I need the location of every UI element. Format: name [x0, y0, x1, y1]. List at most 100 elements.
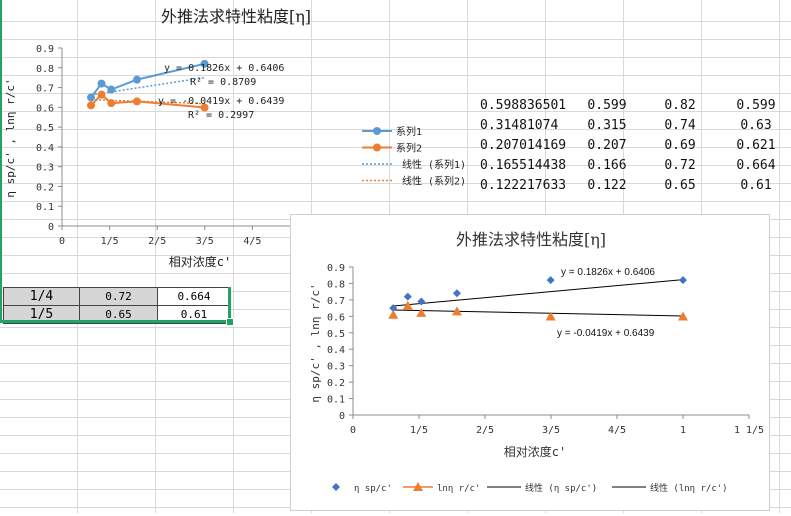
y-tick-label: 0.2: [36, 182, 54, 193]
legend-label: η sp/c': [354, 484, 392, 494]
x-tick-label: 2/5: [476, 425, 494, 436]
sheet-cell[interactable]: 0.166: [587, 158, 627, 173]
selected-range[interactable]: 1/4 0.72 0.664 1/5 0.65 0.61: [3, 287, 231, 324]
sheet-cell[interactable]: 0.599: [587, 98, 627, 113]
legend-label: 线性 (η sp/c'): [525, 482, 597, 494]
data-point: [87, 93, 96, 102]
data-point: [678, 311, 688, 321]
chart2-xlabel: 相对浓度c': [504, 444, 566, 459]
fill-handle[interactable]: [226, 318, 234, 326]
y-tick-label: 0.8: [36, 64, 54, 75]
sheet-cell[interactable]: 0.63: [740, 118, 772, 133]
y-tick-label: 0.7: [327, 296, 345, 307]
y-tick-label: 0.5: [327, 329, 345, 340]
x-tick-label: 0: [59, 236, 65, 247]
data-point: [417, 297, 426, 306]
legend-label: 线性 (系列1): [402, 158, 466, 171]
y-tick-label: 0: [48, 222, 54, 233]
chart2-title: 外推法求特性粘度[η]: [456, 230, 606, 249]
sheet-cell[interactable]: 0.122: [587, 178, 627, 193]
legend-marker: [413, 482, 423, 491]
y-tick-label: 0.1: [327, 395, 345, 406]
trendline-label: R² = 0.8709: [190, 77, 256, 88]
sheet-row: 0.598836501 0.599 0.82 0.599: [478, 96, 791, 116]
x-tick-label: 3/5: [542, 425, 560, 436]
sheet-cell[interactable]: 0.82: [664, 98, 696, 113]
trendline-label: y = 0.1826x + 0.6406: [164, 63, 284, 74]
y-tick-label: 0.6: [327, 312, 345, 323]
trendline-label: y = -0.0419x + 0.6439: [158, 96, 284, 107]
data-point: [451, 306, 462, 316]
legend-marker: [373, 127, 381, 135]
data-point: [546, 276, 555, 285]
selection-border: [0, 320, 231, 323]
x-tick-label: 4/5: [608, 425, 626, 436]
chart1-title: 外推法求特性粘度[η]: [161, 7, 311, 26]
sheet-cell[interactable]: 0.65: [79, 305, 158, 324]
sheet-cell[interactable]: 0.61: [740, 178, 772, 193]
trendline: [90, 76, 205, 96]
sheet-cell[interactable]: 0.598836501: [480, 98, 567, 113]
data-point: [388, 309, 399, 319]
sheet-cell[interactable]: 0.72: [79, 287, 158, 306]
y-tick-label: 0.8: [327, 279, 345, 290]
y-tick-label: 0.1: [36, 202, 54, 213]
data-point: [200, 103, 209, 112]
chart1-xlabel: 相对浓度c': [169, 254, 231, 269]
data-point: [132, 97, 141, 106]
sheet-row: 0.31481074 0.315 0.74 0.63: [478, 116, 791, 136]
chart2-ylabel: η sp/c' , lnη r/c': [309, 283, 322, 402]
selection-border: [0, 0, 2, 323]
sheet-cell[interactable]: 0.74: [664, 118, 696, 133]
y-tick-label: 0.5: [36, 123, 54, 134]
sheet-cell[interactable]: 0.72: [664, 158, 696, 173]
sheet-cell[interactable]: 0.165514438: [480, 158, 567, 173]
sheet-cell[interactable]: 0.664: [157, 287, 231, 306]
y-tick-label: 0.3: [36, 163, 54, 174]
legend-marker: [332, 483, 340, 491]
trendline-label: R² = 0.2997: [188, 110, 254, 121]
legend-label: lnη r/c': [437, 484, 480, 494]
data-point: [389, 304, 398, 313]
sheet-cell[interactable]: 0.599: [736, 98, 776, 113]
sheet-cell[interactable]: 0.207: [587, 138, 627, 153]
x-tick-label: 3/5: [196, 236, 214, 247]
y-tick-label: 0.9: [327, 263, 345, 274]
y-tick-label: 0.9: [36, 44, 54, 55]
sheet-cell[interactable]: 0.122217633: [480, 178, 567, 193]
sheet-row: 0.122217633 0.122 0.65 0.61: [478, 176, 791, 196]
data-point: [132, 75, 141, 84]
data-point: [416, 307, 427, 317]
data-point: [679, 276, 687, 285]
y-tick-label: 0.4: [327, 345, 345, 356]
data-point: [403, 292, 412, 301]
data-point: [107, 99, 116, 108]
y-tick-label: 0: [339, 411, 345, 422]
data-point: [87, 101, 96, 110]
sheet-cell[interactable]: 0.61: [157, 305, 231, 324]
sheet-cell[interactable]: 0.31481074: [480, 118, 559, 133]
x-tick-label: 2/5: [148, 236, 166, 247]
x-tick-label: 4/5: [243, 236, 261, 247]
legend-label: 系列1: [396, 125, 422, 138]
data-point: [452, 289, 461, 298]
sheet-cell[interactable]: 0.664: [736, 158, 776, 173]
x-tick-label: 1 1/5: [734, 425, 764, 436]
sheet-cell[interactable]: 0.621: [736, 138, 776, 153]
sheet-cell[interactable]: 0.69: [664, 138, 696, 153]
chart-2-frame[interactable]: 外推法求特性粘度[η] 相对浓度c' η sp/c' , lnη r/c' 0 0…: [290, 214, 770, 511]
chart-1[interactable]: 外推法求特性粘度[η] 相对浓度c' η sp/c' , lnη r/c' 00…: [0, 0, 480, 275]
sheet-row: 0.165514438 0.166 0.72 0.664: [478, 156, 791, 176]
sheet-cell[interactable]: 1/4: [3, 287, 80, 306]
chart-2[interactable]: 外推法求特性粘度[η] 相对浓度c' η sp/c' , lnη r/c' 0 0…: [291, 215, 771, 512]
data-point: [200, 59, 209, 68]
y-tick-label: 0.2: [327, 378, 345, 389]
data-point: [402, 300, 413, 310]
sheet-cell[interactable]: 0.65: [664, 178, 696, 193]
x-tick-label: 1/5: [410, 425, 428, 436]
trendline-label: y = -0.0419x + 0.6439: [557, 328, 655, 339]
sheet-cell[interactable]: 0.315: [587, 118, 627, 133]
y-tick-label: 0.4: [36, 143, 54, 154]
sheet-cell[interactable]: 0.207014169: [480, 138, 567, 153]
selection-border: [228, 287, 231, 323]
